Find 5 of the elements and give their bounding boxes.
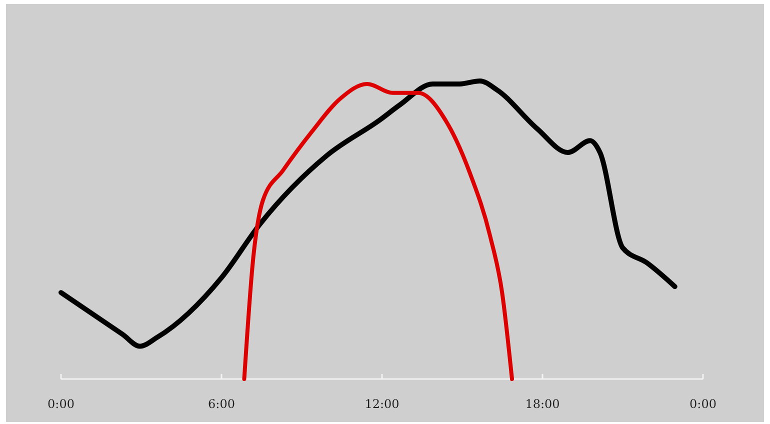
x-tick-label: 6:00	[208, 397, 235, 411]
x-tick-label: 0:00	[48, 397, 74, 411]
x-tick-label: 12:00	[364, 397, 400, 411]
x-tick-label: 0:00	[690, 397, 716, 411]
x-tick-label: 18:00	[525, 397, 560, 411]
